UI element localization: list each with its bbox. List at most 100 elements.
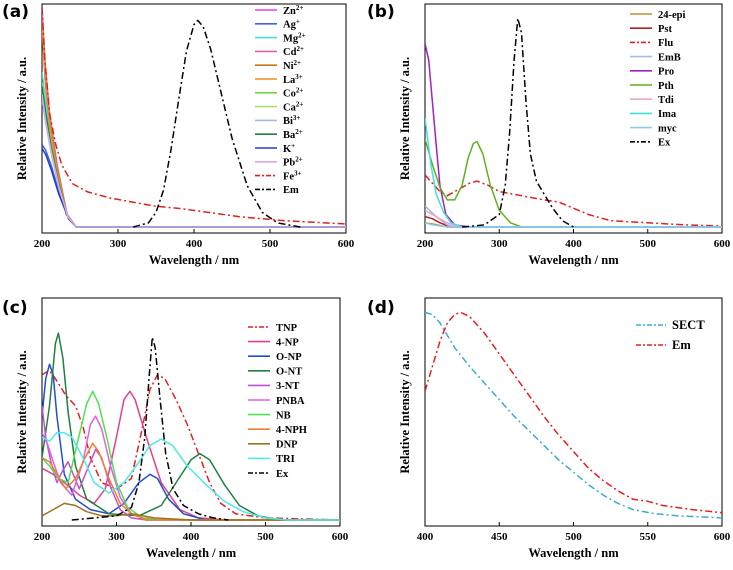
series-line-em bbox=[133, 19, 301, 228]
legend-label: Tdi bbox=[658, 95, 674, 106]
x-tick-label: 300 bbox=[108, 531, 125, 543]
x-tick-label: 400 bbox=[186, 238, 203, 250]
plot-frame bbox=[424, 297, 723, 527]
legend-label: Ima bbox=[658, 109, 677, 120]
legend-label: Ca2+ bbox=[283, 100, 303, 113]
x-tick-label: 600 bbox=[338, 238, 355, 250]
series-line-tri bbox=[42, 432, 340, 521]
legend-label: TRI bbox=[276, 454, 295, 465]
y-axis-title: Relative Intensity / a.u. bbox=[15, 57, 29, 180]
series-line-la bbox=[42, 24, 346, 228]
x-tick-label: 500 bbox=[257, 531, 274, 543]
series-line-4-nph bbox=[42, 442, 340, 521]
panel-c-chart: 200 300 400 500 600 Wavelength / nm Relative I… bbox=[15, 297, 349, 560]
legend-label: 4-NP bbox=[276, 337, 299, 348]
series-line-4-np bbox=[42, 390, 340, 521]
legend-label: Pb2+ bbox=[283, 156, 303, 169]
panel-d-chart: 400 450 500 550 600 Wavelength / nm Relative I… bbox=[398, 297, 731, 560]
series-line-dnp bbox=[42, 502, 340, 521]
legend-label: K+ bbox=[283, 142, 295, 155]
legend-label: Ex bbox=[658, 138, 671, 149]
plot-frame bbox=[424, 3, 723, 234]
legend-label: O-NT bbox=[276, 367, 302, 378]
series-line-mg bbox=[42, 71, 346, 228]
series-line-em bbox=[425, 311, 722, 514]
legend-label: Em bbox=[283, 185, 299, 196]
legend-label: La3+ bbox=[283, 73, 303, 86]
x-tick-label: 450 bbox=[491, 531, 508, 543]
x-tick-label: 200 bbox=[34, 238, 51, 250]
x-tick-label: 300 bbox=[491, 238, 508, 250]
series-line-myc bbox=[425, 222, 722, 228]
legend-label: Pst bbox=[658, 24, 673, 35]
x-tick-label: 600 bbox=[714, 531, 731, 543]
series-line-ex bbox=[462, 17, 574, 228]
legend-label: Fe3+ bbox=[283, 169, 302, 182]
x-tick-label: 300 bbox=[110, 238, 127, 250]
legend-label: myc bbox=[658, 123, 677, 134]
series-line-sect bbox=[425, 311, 722, 519]
legend-label: DNP bbox=[276, 440, 298, 451]
legend-label: 24-epi bbox=[658, 10, 685, 21]
y-axis-title: Relative Intensity / a.u. bbox=[15, 350, 29, 473]
legend-label: Cd2+ bbox=[283, 45, 304, 58]
series-line-o-nt bbox=[42, 332, 340, 521]
series-line-fe bbox=[42, 7, 346, 225]
legend-label: Bi3+ bbox=[283, 114, 300, 127]
x-tick-label: 200 bbox=[34, 531, 51, 543]
series-line-pth bbox=[425, 139, 722, 228]
series-line-pb bbox=[42, 94, 346, 228]
x-tick-label: 600 bbox=[332, 531, 349, 543]
y-axis-title: Relative Intensity / a.u. bbox=[398, 57, 412, 180]
series-line-flu bbox=[425, 174, 722, 227]
legend-label: Co2+ bbox=[283, 87, 303, 100]
legend-label: Em bbox=[672, 338, 691, 352]
panel-d-label: (d) bbox=[367, 298, 395, 318]
legend: Zn2+Ag+Mg2+Cd2+Ni2+La3+Co2+Ca2+Bi3+Ba2+K… bbox=[255, 4, 306, 196]
legend-label: Pth bbox=[658, 81, 674, 92]
panel-c-label: (c) bbox=[2, 298, 28, 318]
legend-label: PNBA bbox=[276, 396, 305, 407]
legend-label: Ba2+ bbox=[283, 128, 303, 141]
legend-label: Pro bbox=[658, 67, 674, 78]
legend: TNP 4-NP O-NP O-NT 3-NT PNBA NB 4-NPH DNP TRI Ex bbox=[248, 323, 307, 480]
panel-a-label: (a) bbox=[2, 2, 29, 22]
legend-label: Ag+ bbox=[283, 18, 300, 31]
legend-label: Ex bbox=[276, 469, 289, 480]
x-tick-label: 400 bbox=[183, 531, 200, 543]
x-axis-title: Wavelength / nm bbox=[528, 253, 619, 267]
legend-label: Ni2+ bbox=[283, 59, 301, 72]
panel-b-label: (b) bbox=[367, 2, 395, 22]
legend-label: 3-NT bbox=[276, 381, 299, 392]
legend: SECT Em bbox=[636, 318, 705, 352]
panel-a-chart: 200 300 400 500 600 Wavelength / nm Relative I… bbox=[15, 3, 355, 267]
x-tick-label: 500 bbox=[565, 531, 582, 543]
legend-label: O-NP bbox=[276, 352, 302, 363]
x-axis-title: Wavelength / nm bbox=[146, 546, 237, 560]
x-tick-label: 550 bbox=[640, 531, 657, 543]
legend-label: Mg2+ bbox=[283, 31, 306, 44]
series-line-3-nt bbox=[42, 405, 340, 521]
y-axis-title: Relative Intensity / a.u. bbox=[398, 350, 412, 473]
x-tick-label: 400 bbox=[417, 531, 434, 543]
series-line-ex bbox=[71, 336, 229, 521]
legend-label: TNP bbox=[276, 323, 298, 334]
series-line-pst bbox=[425, 215, 722, 228]
x-tick-label: 500 bbox=[640, 238, 657, 250]
legend-label: SECT bbox=[672, 318, 705, 332]
legend: 24-epi Pst Flu EmB Pro Pth Tdi Ima myc Ex bbox=[630, 10, 685, 149]
x-axis-title: Wavelength / nm bbox=[528, 546, 619, 560]
legend-label: NB bbox=[276, 410, 291, 421]
x-tick-label: 200 bbox=[417, 238, 434, 250]
x-tick-label: 400 bbox=[565, 238, 582, 250]
series-line-ima bbox=[425, 118, 722, 228]
panel-b-chart: 200 300 400 500 600 Wavelength / nm Relative I… bbox=[398, 3, 731, 267]
series-line-pro bbox=[425, 43, 722, 228]
x-axis-title: Wavelength / nm bbox=[149, 253, 240, 267]
x-tick-label: 600 bbox=[714, 238, 731, 250]
legend-label: Zn2+ bbox=[283, 4, 303, 17]
legend-label: Flu bbox=[658, 38, 673, 49]
x-tick-label: 500 bbox=[262, 238, 279, 250]
legend-label: EmB bbox=[658, 52, 681, 63]
